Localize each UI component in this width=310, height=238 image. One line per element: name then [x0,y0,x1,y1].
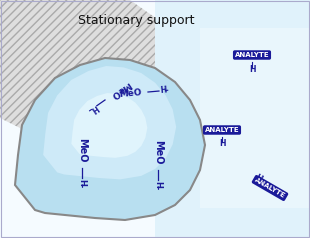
Polygon shape [0,0,175,113]
Text: ANALYTE: ANALYTE [254,177,286,199]
Polygon shape [43,66,176,179]
Text: Stationary support: Stationary support [78,14,194,27]
Text: H: H [249,64,255,74]
Polygon shape [0,0,100,138]
Text: ANALYTE: ANALYTE [205,127,239,133]
Text: ANALYTE: ANALYTE [235,52,269,58]
Text: H: H [159,86,166,95]
Text: H: H [153,181,162,188]
Text: H: H [78,178,86,185]
Text: H: H [219,139,225,149]
Bar [200,28,310,208]
Text: MeO: MeO [77,138,87,162]
Text: MeO: MeO [108,79,132,100]
Polygon shape [155,0,310,198]
Text: H: H [253,173,263,183]
Text: MeO: MeO [118,88,142,99]
Bar [155,0,310,238]
Text: MeO: MeO [153,140,163,164]
Text: H: H [88,103,99,114]
Polygon shape [15,58,205,220]
Polygon shape [71,93,147,158]
